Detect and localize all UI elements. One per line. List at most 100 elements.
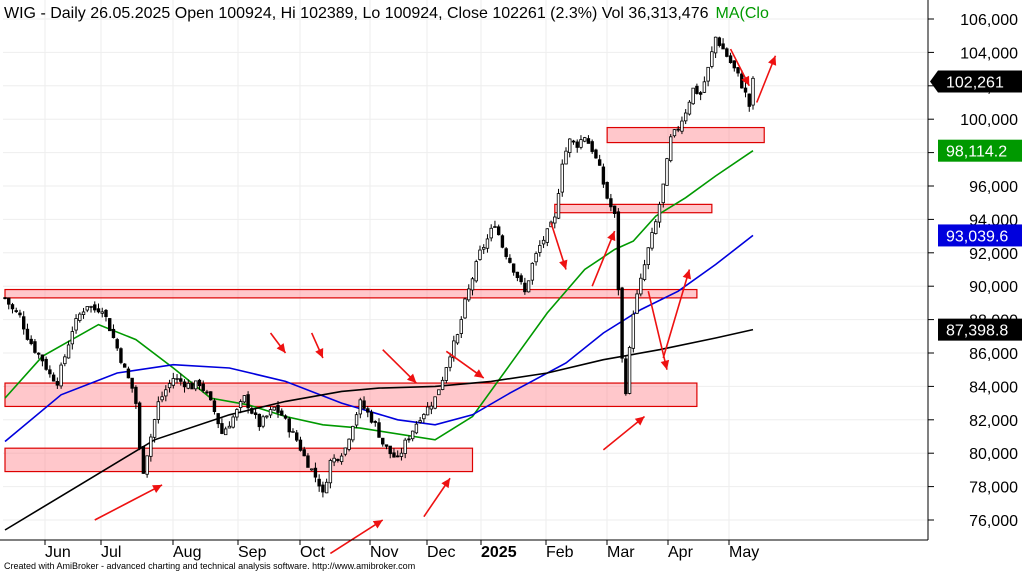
candle-body: [672, 129, 677, 137]
candle-body: [448, 356, 452, 368]
candle-body: [93, 304, 97, 311]
candle-body: [216, 413, 220, 425]
candle-body: [429, 405, 434, 410]
candle-body: [298, 439, 303, 451]
candle-body: [381, 437, 385, 445]
candle-body: [388, 445, 392, 455]
candle: [500, 234, 505, 249]
candle: [220, 418, 224, 435]
candle-body: [287, 418, 291, 433]
arrow-head: [634, 416, 645, 426]
candle-body: [459, 319, 463, 334]
x-tick-label: Sep: [238, 544, 267, 561]
y-tick-label: 90,000: [969, 279, 1018, 296]
candle: [137, 401, 142, 451]
candle: [669, 134, 673, 163]
candle: [463, 297, 467, 319]
candle-body: [620, 287, 624, 359]
candle-body: [358, 399, 362, 415]
candle-body: [201, 383, 205, 391]
candle: [496, 224, 501, 236]
price-zone: [606, 126, 765, 144]
x-tick-label: Oct: [300, 544, 325, 561]
candle: [564, 147, 568, 165]
candle: [309, 468, 314, 471]
candle: [654, 219, 658, 235]
y-tick-label: 82,000: [969, 413, 1018, 430]
candle: [553, 213, 557, 229]
candle-body: [212, 400, 217, 412]
candle: [422, 413, 426, 423]
candle: [410, 430, 415, 442]
candle: [388, 445, 392, 459]
candle: [725, 47, 729, 58]
price-zone: [554, 203, 713, 214]
candle: [235, 408, 239, 421]
candle: [250, 406, 254, 415]
tag-shape: [938, 224, 1022, 247]
candle-body: [410, 430, 415, 440]
candle: [467, 284, 471, 302]
candle-body: [455, 334, 460, 344]
y-tick-label: 78,000: [969, 480, 1018, 497]
candle: [751, 76, 755, 110]
candle-body: [48, 369, 52, 375]
candle-body: [317, 478, 321, 487]
candle-body: [631, 313, 636, 349]
candle-body: [70, 331, 75, 345]
candle: [414, 421, 419, 435]
candle-body: [339, 455, 344, 463]
candle-body: [680, 120, 684, 132]
candle-body: [96, 308, 101, 313]
candle: [601, 163, 606, 188]
candle: [40, 354, 45, 367]
candle-body: [190, 382, 194, 390]
candle-body: [149, 436, 153, 457]
candle: [194, 380, 198, 392]
candle: [560, 159, 564, 197]
last-value-tag: 93,039.6: [938, 224, 1022, 247]
tag-label: 93,039.6: [946, 228, 1008, 245]
candle: [710, 46, 714, 69]
candle: [586, 135, 591, 144]
candle: [100, 307, 104, 318]
tag-shape: [938, 318, 1022, 341]
candle-body: [624, 358, 628, 395]
candle-body: [366, 408, 370, 413]
candle-body: [21, 316, 26, 330]
x-tick-label: Jul: [101, 544, 121, 561]
candle: [691, 87, 695, 105]
candle-body: [36, 352, 41, 355]
candle-body: [747, 93, 751, 107]
candle-body: [63, 356, 67, 365]
y-tick-label: 96,000: [969, 179, 1018, 196]
annotation-arrow: [591, 230, 616, 287]
support-resistance-zones: [4, 126, 765, 473]
candle-body: [276, 405, 280, 413]
candle: [152, 418, 157, 443]
candle-body: [639, 277, 643, 295]
candle-body: [134, 386, 138, 404]
candle: [538, 240, 542, 257]
tag-label: 102,261: [946, 74, 1004, 91]
candle-body: [654, 221, 658, 234]
candle: [29, 335, 33, 346]
candle: [369, 409, 374, 424]
candle-body: [29, 338, 33, 345]
candle: [392, 448, 396, 458]
candle: [186, 379, 190, 390]
candle-body: [306, 455, 310, 468]
candle: [33, 339, 37, 354]
candle-body: [250, 408, 254, 414]
x-tick-label: Dec: [427, 544, 455, 561]
candle-body: [583, 137, 587, 142]
candle-body: [676, 128, 680, 131]
candle-body: [395, 455, 400, 458]
candle-body: [321, 484, 325, 493]
candle: [7, 297, 11, 310]
candle-body: [223, 428, 228, 436]
candle-body: [384, 444, 389, 447]
candle: [111, 324, 116, 339]
candle-body: [268, 409, 273, 416]
candle-body: [137, 402, 142, 449]
